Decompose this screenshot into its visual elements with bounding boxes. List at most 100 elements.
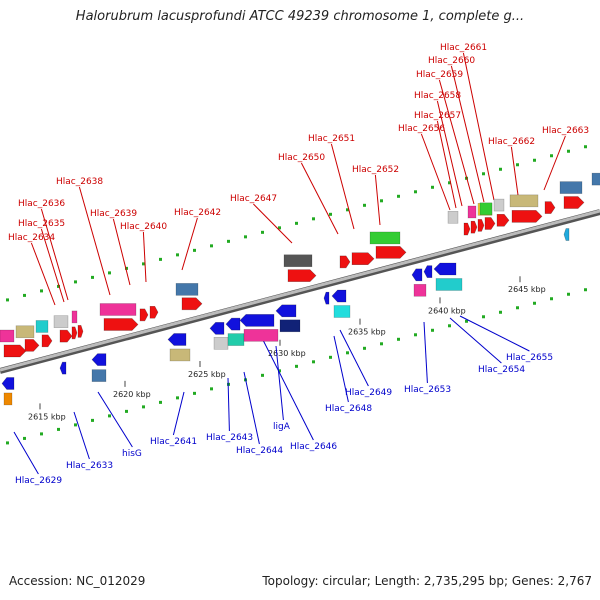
guide-dot bbox=[193, 248, 196, 252]
reverse-gene bbox=[331, 289, 347, 303]
guide-dot bbox=[567, 292, 570, 296]
gene-label-bottom: Hlac_2646 bbox=[290, 442, 337, 452]
tick-label: 2615 kbp bbox=[28, 412, 66, 421]
gene-label-bottom: Hlac_2633 bbox=[66, 461, 113, 471]
gene-label-top: Hlac_2652 bbox=[352, 165, 399, 175]
forward-gene bbox=[77, 325, 84, 338]
guide-dot bbox=[397, 194, 400, 198]
leader-line bbox=[543, 135, 566, 191]
gene-label-top: Hlac_2663 bbox=[542, 126, 589, 136]
chromosome-backbone bbox=[0, 209, 600, 374]
gene-label-top: Hlac_2640 bbox=[120, 222, 167, 232]
gene-label-top: Hlac_2638 bbox=[56, 177, 103, 187]
leader-line bbox=[172, 391, 185, 436]
guide-dot bbox=[346, 351, 349, 355]
gene-label-top: Hlac_2636 bbox=[18, 199, 65, 209]
forward-gene bbox=[477, 219, 485, 232]
forward-feature bbox=[15, 325, 35, 339]
tick-label: 2625 kbp bbox=[188, 370, 226, 379]
guide-dot bbox=[516, 306, 519, 310]
gene-label-top: Hlac_2642 bbox=[174, 208, 221, 218]
forward-gene bbox=[24, 339, 40, 352]
gene-label-top: Hlac_2650 bbox=[278, 153, 325, 163]
leader-line bbox=[339, 329, 369, 387]
guide-dot bbox=[550, 154, 553, 158]
guide-dot bbox=[278, 369, 281, 373]
guide-dot bbox=[363, 203, 366, 207]
leader-line bbox=[13, 431, 39, 475]
forward-feature bbox=[53, 315, 69, 328]
leader-line bbox=[253, 203, 293, 244]
guide-dot bbox=[414, 190, 417, 194]
reverse-gene bbox=[167, 333, 187, 346]
guide-dot bbox=[142, 405, 145, 409]
guide-dot bbox=[91, 418, 94, 422]
genome-summary: Topology: circular; Length: 2,735,295 bp… bbox=[262, 574, 592, 588]
gene-label-bottom: Hlac_2653 bbox=[404, 385, 451, 395]
gene-label-top: Hlac_2635 bbox=[18, 219, 65, 229]
reverse-feature bbox=[169, 348, 191, 362]
gene-label-bottom: Hlac_2641 bbox=[150, 437, 197, 447]
reverse-feature bbox=[213, 336, 229, 350]
leader-line bbox=[261, 337, 314, 441]
forward-gene bbox=[511, 210, 543, 223]
guide-dot bbox=[159, 400, 162, 404]
guide-dot bbox=[567, 149, 570, 153]
tick-label: 2620 kbp bbox=[113, 390, 151, 399]
guide-dot bbox=[23, 436, 26, 440]
reverse-gene bbox=[433, 262, 457, 276]
forward-feature bbox=[283, 254, 313, 268]
forward-gene bbox=[181, 297, 203, 311]
guide-dot bbox=[210, 387, 213, 391]
forward-gene bbox=[71, 326, 78, 340]
guide-dot bbox=[108, 271, 111, 275]
gene-label-top: Hlac_2647 bbox=[230, 194, 277, 204]
guide-dot bbox=[431, 185, 434, 189]
guide-dot bbox=[584, 145, 587, 149]
reverse-gene bbox=[411, 268, 423, 282]
reverse-feature bbox=[243, 329, 279, 342]
forward-gene bbox=[3, 344, 27, 358]
forward-gene bbox=[484, 217, 496, 230]
guide-dot bbox=[176, 253, 179, 257]
leader-line bbox=[333, 335, 349, 403]
reverse-feature bbox=[3, 392, 13, 406]
guide-dot bbox=[550, 297, 553, 301]
reverse-feature bbox=[413, 283, 427, 297]
leader-line bbox=[420, 133, 451, 211]
forward-gene bbox=[470, 220, 478, 234]
forward-gene bbox=[463, 222, 471, 236]
forward-feature bbox=[175, 283, 199, 296]
guide-dot bbox=[159, 257, 162, 261]
forward-feature bbox=[71, 310, 78, 324]
leader-line bbox=[438, 79, 475, 205]
guide-dot bbox=[533, 301, 536, 305]
gene-label-top: Hlac_2658 bbox=[414, 91, 461, 101]
guide-dot bbox=[57, 427, 60, 431]
guide-dot bbox=[244, 235, 247, 239]
guide-dot bbox=[448, 181, 451, 185]
forward-feature bbox=[493, 198, 505, 212]
guide-dot bbox=[193, 391, 196, 395]
scale-ticks: 2615 kbp 2620 kbp 2625 kbp 2630 kbp 2635 kbp… bbox=[28, 276, 546, 421]
guide-dot bbox=[227, 239, 230, 243]
forward-feature bbox=[35, 320, 49, 333]
guide-dot bbox=[533, 158, 536, 162]
guide-dot bbox=[6, 298, 9, 302]
guide-dot bbox=[278, 226, 281, 230]
gene-label-bottom: Hlac_2649 bbox=[345, 388, 392, 398]
tick-label: 2640 kbp bbox=[428, 306, 466, 315]
leader-line bbox=[97, 391, 133, 448]
guide-dot bbox=[210, 244, 213, 248]
gene-label-bottom: ligA bbox=[273, 422, 291, 432]
reverse-feature bbox=[91, 369, 107, 382]
gene-features bbox=[0, 172, 600, 406]
leader-line bbox=[374, 174, 381, 226]
forward-feature bbox=[559, 181, 583, 194]
guide-dot bbox=[261, 230, 264, 234]
guide-dot bbox=[261, 373, 264, 377]
forward-feature bbox=[99, 303, 137, 316]
guide-dot bbox=[414, 333, 417, 337]
leader-line bbox=[423, 321, 428, 384]
